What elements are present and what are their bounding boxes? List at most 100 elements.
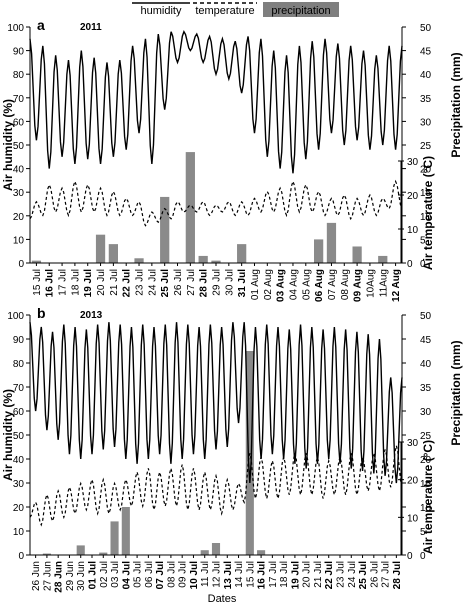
x-tick-label: 13 Jul <box>223 561 234 590</box>
humidity-tick-label: 70 <box>13 94 25 105</box>
panel-a: 0102030405060708090100051015202530354045… <box>1 17 463 302</box>
temperature-tick-label: 20 <box>407 476 419 487</box>
precipitation-bar <box>326 222 337 263</box>
x-tick-label: 20 Jul <box>302 561 313 588</box>
temperature-tick-label: 20 <box>407 191 419 202</box>
temperature-tick-label: 10 <box>407 225 419 236</box>
humidity-tick-label: 20 <box>13 503 25 514</box>
x-tick-label: 12 Jul <box>212 561 223 588</box>
x-tick-label: 15 Jul <box>245 561 256 588</box>
x-tick-label: 01 Aug <box>250 269 261 300</box>
precipitation-bar <box>237 244 247 263</box>
humidity-tick-label: 0 <box>18 259 24 270</box>
humidity-tick-label: 90 <box>13 335 25 346</box>
x-tick-label: 09 Aug <box>353 269 364 302</box>
x-tick-label: 19 Jul <box>83 269 94 298</box>
temperature-line <box>29 179 403 227</box>
x-tick-label: 26 Jul <box>173 269 184 296</box>
panel-year: 2011 <box>80 22 102 33</box>
precipitation-bar <box>95 234 106 263</box>
precipitation-bar <box>245 351 254 555</box>
x-tick-label: 08 Jul <box>166 561 177 588</box>
humidity-tick-label: 50 <box>13 141 25 152</box>
x-tick-label: 03 Aug <box>276 269 287 302</box>
humidity-tick-label: 50 <box>13 431 25 442</box>
humidity-tick-label: 40 <box>13 165 25 176</box>
precipitation-axis-title: Precipitation (mm) <box>449 340 463 445</box>
temperature-tick-label: 30 <box>407 157 419 168</box>
precipitation-tick-label: 40 <box>420 70 432 81</box>
temperature-axis-title: Air temperature (°C) <box>421 156 435 270</box>
x-tick-label: 11Aug <box>378 269 389 297</box>
precipitation-bar <box>211 543 221 555</box>
x-tick-label: 21 Jul <box>109 269 120 296</box>
x-tick-label: 03 Jul <box>110 561 121 588</box>
temperature-line <box>29 445 403 527</box>
precipitation-tick-label: 5 <box>420 235 426 246</box>
x-tick-label: 18 Jul <box>279 561 290 588</box>
x-tick-label: 18 Jul <box>70 269 81 296</box>
humidity-tick-label: 10 <box>13 527 25 538</box>
precipitation-bar <box>352 246 362 263</box>
precipitation-bar <box>314 239 324 263</box>
precipitation-tick-label: 15 <box>420 479 432 490</box>
precipitation-tick-label: 10 <box>420 503 432 514</box>
x-tick-label: 25 Jul <box>358 561 369 590</box>
precipitation-tick-label: 20 <box>420 165 432 176</box>
temperature-axis-title: Air temperature (°C) <box>421 440 435 554</box>
x-tick-label: 30 Jun <box>76 561 87 591</box>
x-tick-label: 04 Jul <box>121 561 132 590</box>
legend-temperature-label: temperature <box>195 5 254 17</box>
x-tick-label: 16 Jul <box>257 561 268 590</box>
panel-letter: a <box>37 17 45 33</box>
precipitation-tick-label: 30 <box>420 407 432 418</box>
x-tick-label: 02 Aug <box>263 269 274 300</box>
x-tick-label: 05 Jul <box>133 561 144 588</box>
precipitation-tick-label: 10 <box>420 212 432 223</box>
humidity-tick-label: 80 <box>13 359 25 370</box>
temperature-tick-label: 30 <box>407 438 419 449</box>
precipitation-tick-label: 30 <box>420 117 432 128</box>
temperature-tick-label: 0 <box>407 259 413 270</box>
humidity-tick-label: 10 <box>13 235 25 246</box>
panel-letter: b <box>37 305 46 321</box>
humidity-tick-label: 80 <box>13 70 25 81</box>
x-tick-label: 07 Jul <box>155 561 166 590</box>
x-tick-label: 07 Aug <box>327 269 338 300</box>
legend-humidity-label: humidity <box>141 5 182 17</box>
precipitation-tick-label: 35 <box>420 383 432 394</box>
x-tick-label: 05 Aug <box>301 269 312 300</box>
precipitation-bar <box>257 550 266 555</box>
precipitation-tick-label: 35 <box>420 94 432 105</box>
humidity-tick-label: 30 <box>13 188 25 199</box>
x-tick-label: 21 Jul <box>313 561 324 588</box>
precipitation-bar <box>31 260 42 263</box>
precipitation-tick-label: 5 <box>420 527 426 538</box>
x-axis-title: Dates <box>208 593 237 605</box>
legend-precipitation-label: precipitation <box>271 5 330 17</box>
x-tick-label: 27 Jul <box>381 561 392 588</box>
precipitation-bar <box>76 545 85 555</box>
x-tick-label: 27 Jul <box>186 269 197 296</box>
precipitation-tick-label: 25 <box>420 141 432 152</box>
precipitation-bar <box>200 550 209 555</box>
x-tick-label: 08 Aug <box>340 269 351 300</box>
humidity-tick-label: 90 <box>13 47 25 58</box>
x-tick-label: 27 Jun <box>42 561 53 591</box>
humidity-tick-label: 40 <box>13 455 25 466</box>
x-tick-label: 28 Jul <box>392 561 403 590</box>
legend-precipitation-swatch <box>263 2 339 17</box>
x-tick-label: 14 Jul <box>234 561 245 588</box>
x-tick-label: 24 Jul <box>147 269 158 296</box>
x-tick-label: 28 Jul <box>199 269 210 298</box>
precipitation-bar <box>108 244 118 263</box>
humidity-tick-label: 20 <box>13 212 25 223</box>
humidity-line <box>29 322 403 484</box>
humidity-tick-label: 60 <box>13 407 25 418</box>
x-tick-label: 04 Aug <box>288 269 299 300</box>
x-tick-label: 10Aug <box>365 269 376 298</box>
precipitation-bar <box>99 552 108 555</box>
precipitation-tick-label: 25 <box>420 431 432 442</box>
x-tick-label: 24 Jul <box>347 561 358 588</box>
humidity-axis-title: Air humidity (%) <box>1 389 15 481</box>
